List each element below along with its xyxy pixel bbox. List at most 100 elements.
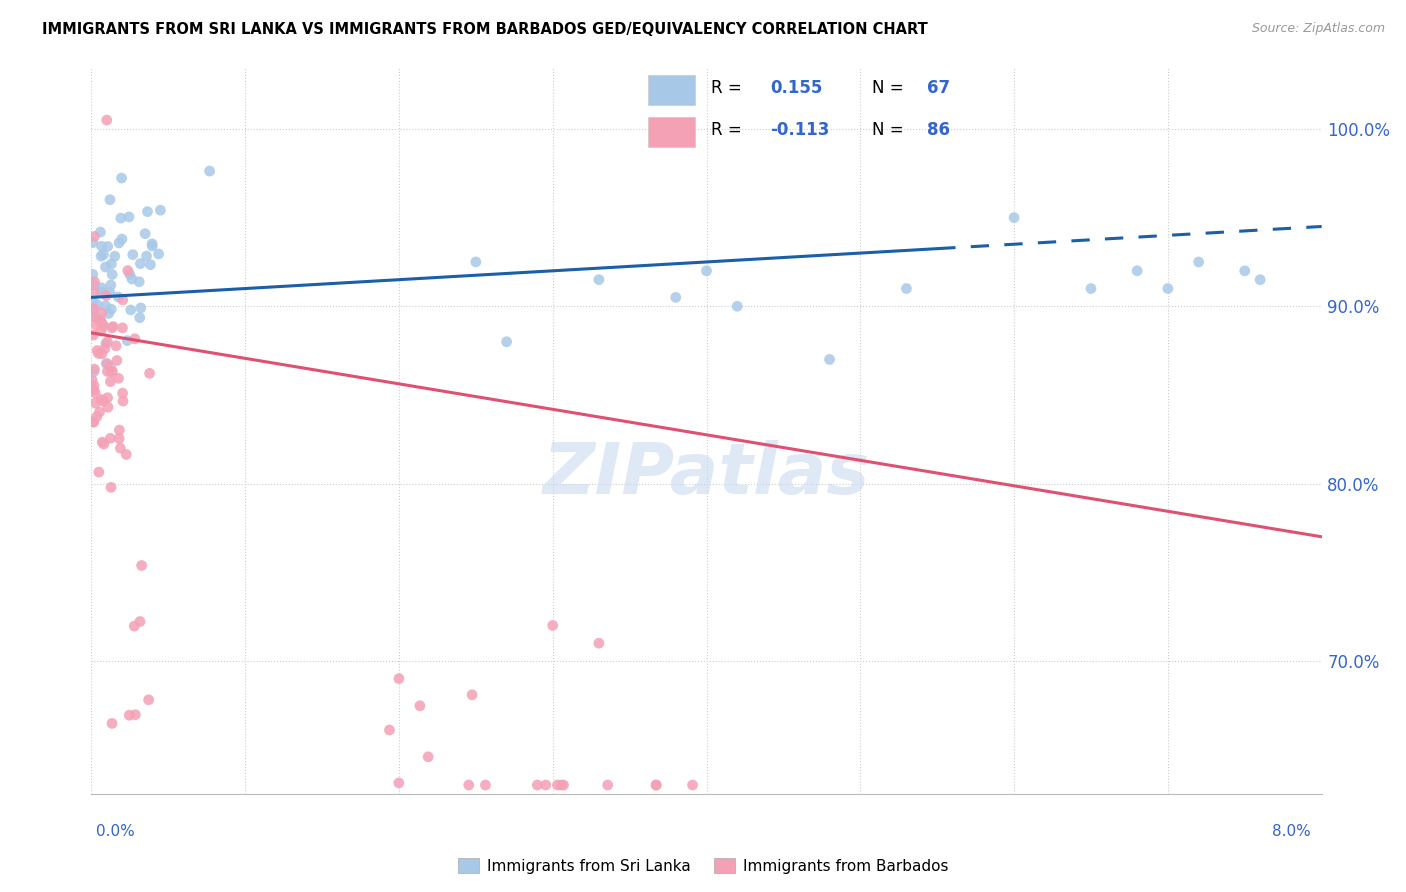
Point [112, 394, 135, 409]
Point [129, 257, 152, 271]
Point [121, 272, 143, 286]
Point [588, 636, 610, 650]
Point [101, 364, 124, 378]
Point [111, 321, 134, 335]
Point [96, 356, 118, 370]
Point [83, 275, 105, 289]
Point [90, 281, 112, 295]
Point [120, 302, 142, 317]
Point [100, 257, 122, 271]
Point [86, 409, 108, 424]
FancyBboxPatch shape [648, 75, 695, 104]
Point [82, 415, 104, 429]
Point [138, 367, 160, 381]
Point [131, 558, 153, 573]
Point [91, 394, 114, 409]
Point [104, 249, 127, 263]
Point [818, 352, 841, 367]
Point [101, 319, 124, 334]
Point [83, 383, 105, 397]
Point [695, 264, 717, 278]
Point [117, 334, 139, 348]
Point [94, 299, 117, 313]
Point [96, 357, 118, 371]
Text: N =: N = [872, 79, 908, 97]
Text: IMMIGRANTS FROM SRI LANKA VS IMMIGRANTS FROM BARBADOS GED/EQUIVALENCY CORRELATIO: IMMIGRANTS FROM SRI LANKA VS IMMIGRANTS … [42, 22, 928, 37]
Point [134, 227, 156, 241]
Point [89, 225, 111, 239]
Point [107, 371, 129, 385]
Point [101, 320, 124, 334]
Point [90, 392, 112, 407]
Point [550, 778, 572, 792]
Point [378, 723, 401, 737]
Text: N =: N = [872, 121, 908, 139]
Point [118, 708, 141, 723]
Point [128, 310, 150, 325]
Point [149, 203, 172, 218]
Point [588, 273, 610, 287]
Point [96, 334, 118, 349]
Point [108, 235, 131, 250]
Point [83, 365, 105, 379]
Point [118, 268, 141, 282]
Point [665, 290, 688, 304]
Point [86, 297, 108, 311]
Point [97, 239, 120, 253]
Point [84, 318, 107, 332]
Point [83, 278, 105, 293]
Point [93, 247, 115, 261]
Point [121, 247, 143, 261]
Point [129, 615, 152, 629]
Point [96, 113, 118, 128]
Point [101, 268, 124, 282]
Point [100, 480, 122, 494]
Text: R =: R = [711, 79, 748, 97]
Point [135, 249, 157, 263]
Text: 0.0%: 0.0% [96, 824, 135, 838]
Point [107, 290, 129, 304]
Point [541, 618, 564, 632]
Point [553, 778, 575, 792]
Point [90, 239, 112, 253]
Point [141, 239, 163, 253]
Point [97, 306, 120, 320]
Point [474, 778, 496, 792]
Point [725, 299, 748, 313]
Point [1187, 255, 1209, 269]
Point [96, 364, 118, 378]
Point [90, 324, 112, 338]
Point [464, 255, 486, 269]
Point [87, 346, 110, 360]
Point [526, 778, 548, 792]
Point [98, 193, 121, 207]
Point [86, 343, 108, 358]
Point [418, 749, 440, 764]
Point [82, 268, 104, 282]
Point [89, 314, 111, 328]
Text: 8.0%: 8.0% [1271, 824, 1310, 838]
Point [110, 171, 132, 186]
Point [100, 431, 122, 445]
Point [90, 249, 112, 263]
Text: 86: 86 [927, 121, 949, 139]
Point [682, 778, 704, 792]
Point [108, 423, 131, 437]
Point [896, 281, 918, 295]
Point [83, 285, 105, 299]
Point [83, 415, 105, 429]
Point [105, 339, 128, 353]
Point [83, 229, 105, 244]
Point [90, 306, 112, 320]
Point [83, 301, 105, 316]
Point [110, 441, 132, 455]
Point [1233, 264, 1256, 278]
Point [90, 347, 112, 361]
Point [461, 688, 484, 702]
Point [596, 778, 619, 792]
Point [124, 707, 146, 722]
Point [108, 432, 131, 446]
Point [138, 693, 160, 707]
Point [87, 465, 110, 479]
Point [100, 360, 122, 375]
